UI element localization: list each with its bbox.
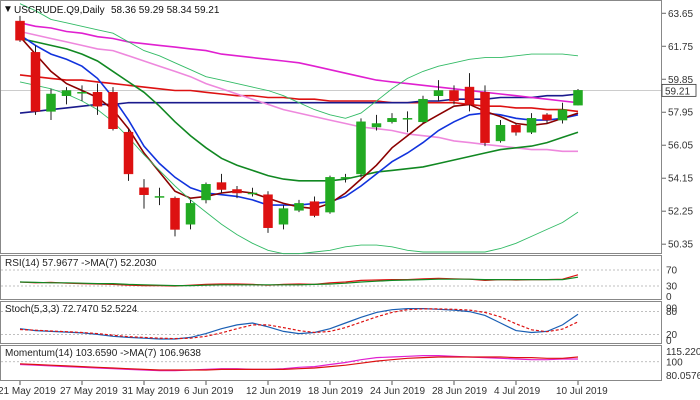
date-tick-label: 6 Jun 2019 bbox=[184, 386, 234, 397]
moving-average-line bbox=[19, 3, 579, 119]
candle-body bbox=[232, 189, 242, 194]
rsi-label: RSI(14) 57.9677 ->MA(7) 52.2030 bbox=[5, 258, 157, 269]
candle-body bbox=[46, 93, 56, 112]
momentum-series-line bbox=[19, 356, 579, 371]
momentum-tick-label: 80.0576 bbox=[666, 371, 700, 382]
current-price-tag bbox=[661, 83, 697, 97]
stoch-tick-label: 20 bbox=[666, 330, 678, 341]
ohlc-label: 58.36 59.29 58.34 59.21 bbox=[111, 5, 220, 16]
candle-body bbox=[402, 118, 413, 120]
date-tick-label: 27 May 2019 bbox=[60, 386, 118, 397]
stoch-tick-label: 80 bbox=[666, 307, 678, 318]
momentum-tick-label: 115.2206 bbox=[666, 347, 700, 358]
candles bbox=[15, 15, 583, 237]
price-tick-label: 61.75 bbox=[668, 42, 693, 53]
price-tick-label: 50.35 bbox=[668, 240, 693, 251]
candle-body bbox=[557, 109, 568, 121]
stoch-series-line bbox=[19, 308, 579, 340]
candle-body bbox=[449, 90, 459, 102]
candle-body bbox=[123, 131, 134, 175]
candle-body bbox=[185, 203, 196, 225]
candle-body bbox=[30, 52, 41, 112]
stoch-tick-label: 90 bbox=[666, 303, 678, 314]
date-tick-label: 4 Jul 2019 bbox=[494, 386, 541, 397]
date-tick-label: 31 May 2019 bbox=[122, 386, 180, 397]
candle-body bbox=[371, 123, 382, 128]
stoch-label: Stoch(5,3,3) 72.7470 52.5224 bbox=[5, 304, 138, 315]
candle-body bbox=[278, 208, 289, 225]
main-panel-frame bbox=[0, 0, 662, 254]
date-tick-label: 10 Jul 2019 bbox=[556, 386, 608, 397]
candle-body bbox=[216, 182, 227, 190]
rsi-series-line bbox=[19, 276, 579, 287]
momentum-label: Momentum(14) 103.6590 ->MA(7) 106.9638 bbox=[5, 348, 201, 359]
candle-body bbox=[433, 90, 444, 96]
candle-body bbox=[61, 90, 72, 96]
candle-body bbox=[170, 197, 180, 230]
symbol-label: USCRUDE.Q9,Daily bbox=[14, 5, 105, 16]
main-header-arrow-icon: ▼ bbox=[3, 4, 13, 15]
price-tick-label: 56.05 bbox=[668, 141, 693, 152]
date-tick-label: 12 Jun 2019 bbox=[246, 386, 301, 397]
candle-body bbox=[139, 187, 149, 195]
rsi-series-line bbox=[19, 274, 579, 287]
candle-body bbox=[77, 92, 87, 94]
date-tick-label: 24 Jun 2019 bbox=[370, 386, 425, 397]
moving-average-line bbox=[19, 37, 579, 182]
rsi-tick-label: 0 bbox=[666, 292, 672, 303]
candle-body bbox=[573, 90, 583, 106]
momentum-panel-frame bbox=[0, 345, 662, 381]
rsi-panel-frame bbox=[0, 255, 662, 300]
current-price-label: 59.21 bbox=[665, 86, 690, 97]
price-tick-label: 52.25 bbox=[668, 207, 693, 218]
candle-body bbox=[495, 125, 506, 142]
candle-body bbox=[108, 92, 118, 129]
price-tick-label: 63.65 bbox=[668, 9, 693, 20]
date-tick-label: 28 Jun 2019 bbox=[432, 386, 487, 397]
candle-body bbox=[464, 86, 475, 105]
date-axis: 21 May 2019 27 May 2019 31 May 2019 6 Jun 2… bbox=[0, 381, 608, 397]
candle-body bbox=[201, 184, 211, 201]
candle-body bbox=[480, 92, 490, 143]
candle-body bbox=[340, 177, 351, 179]
stoch-tick-label: 0 bbox=[666, 336, 672, 347]
candle-body bbox=[294, 203, 304, 211]
momentum-tick-label: 100 bbox=[666, 357, 683, 368]
candle-body bbox=[263, 194, 273, 228]
candle-body bbox=[511, 125, 521, 133]
price-tick-label: 59.85 bbox=[668, 75, 693, 86]
date-tick-label: 21 May 2019 bbox=[0, 386, 56, 397]
stoch-series-line bbox=[19, 308, 579, 340]
price-tick-label: 57.95 bbox=[668, 108, 693, 119]
candle-body bbox=[15, 20, 25, 41]
candle-body bbox=[387, 118, 397, 123]
candle-body bbox=[542, 114, 552, 121]
candle-body bbox=[309, 201, 320, 216]
candle-body bbox=[92, 92, 103, 107]
candle-body bbox=[154, 196, 165, 198]
candle-body bbox=[247, 192, 258, 195]
price-tick-label: 54.15 bbox=[668, 174, 693, 185]
price-axis: 63.65 61.75 59.85 57.95 56.05 54.15 52.25 50.35… bbox=[661, 9, 697, 251]
rsi-tick-label: 70 bbox=[666, 266, 678, 277]
candle-body bbox=[356, 121, 366, 175]
rsi-tick-label: 30 bbox=[666, 282, 678, 293]
candle-body bbox=[526, 118, 537, 133]
candle-body bbox=[325, 177, 335, 213]
date-tick-label: 18 Jun 2019 bbox=[308, 386, 363, 397]
candle-body bbox=[418, 98, 428, 123]
